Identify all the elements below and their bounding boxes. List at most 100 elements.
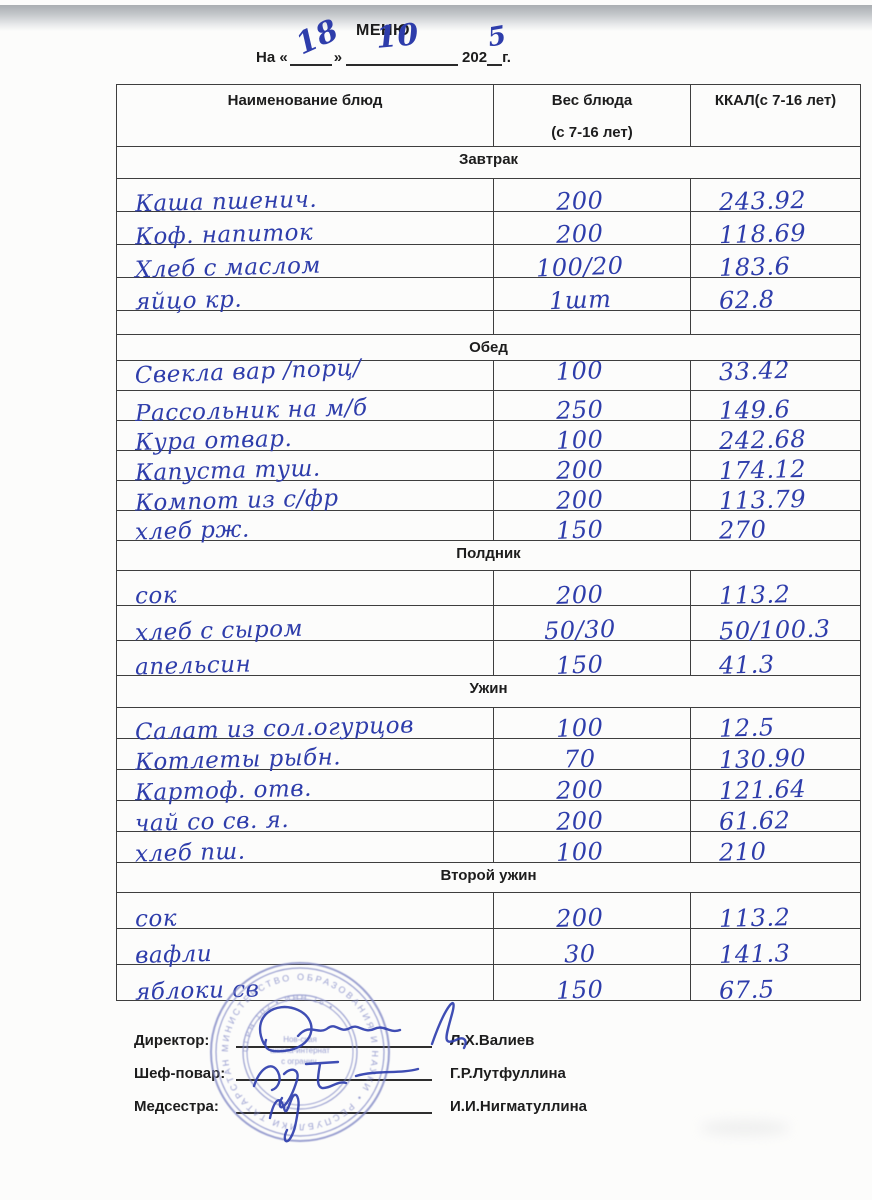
dish-kcal: 67.5 [718, 975, 775, 1005]
table-row: Кура отвар. 100 242.68 [116, 420, 861, 456]
dish-name: Котлеты рыбн. [134, 744, 342, 776]
table-row: яблоки св 150 67.5 [116, 964, 861, 1006]
signature-label: Директор: [134, 1032, 210, 1049]
dish-weight: 200 [555, 219, 605, 249]
table-row: Салат из сол.огурцов 100 12.5 [116, 707, 861, 746]
dish-kcal: 113.79 [718, 484, 807, 516]
dish-weight: 100/20 [535, 251, 625, 283]
dish-weight: 50/30 [543, 614, 617, 646]
dish-weight: 200 [555, 903, 605, 933]
dish-kcal: 113.2 [718, 903, 791, 933]
stamp-center-line: школа-интернат [270, 1046, 330, 1055]
signature-line-chef: Шеф-повар: Г.Р.Лутфуллина [134, 1065, 566, 1082]
date-month-underline: 10 [346, 17, 459, 66]
dish-kcal: 33.42 [718, 355, 791, 387]
dish-weight: 100 [555, 356, 604, 386]
stamp-and-signatures-overlay: МИНИСТЕРСТВО ОБРАЗОВАНИЯ И НАУКИ • РЕСПУ… [180, 952, 467, 1143]
dish-kcal: 183.6 [718, 252, 791, 282]
dish-name: хлеб с сыром [134, 615, 304, 647]
dish-name: яйцо кр. [134, 286, 243, 316]
scanner-shadow [0, 5, 872, 31]
dish-kcal: 121.64 [718, 774, 807, 806]
table-row: Хлеб с маслом 100/20 183.6 [116, 244, 861, 283]
official-stamp: МИНИСТЕРСТВО ОБРАЗОВАНИЯ И НАУКИ • РЕСПУ… [180, 952, 390, 1142]
dish-kcal: 113.2 [718, 580, 791, 610]
dish-kcal: 41.3 [718, 650, 775, 680]
dish-name: хлеб рж. [134, 516, 251, 546]
dish-kcal: 242.68 [718, 424, 807, 456]
dish-name: Свекла вар /порц/ [134, 355, 362, 389]
signature-rule [236, 1032, 432, 1048]
dish-name: Рассольник на м/б [134, 394, 368, 428]
dish-name: апельсин [134, 651, 252, 681]
table-row: Рассольник на м/б 250 149.6 [116, 390, 861, 427]
signature-label: Медсестра: [134, 1098, 219, 1115]
table-row: Картоф. отв. 200 121.64 [116, 769, 861, 806]
dish-kcal: 141.3 [718, 939, 791, 969]
table-row: Котлеты рыбн. 70 130.90 [116, 738, 861, 776]
section-header-breakfast: Завтрак [116, 146, 861, 179]
director-signature-scribble [258, 1002, 467, 1053]
dish-name: сок [134, 905, 178, 933]
dish-name: Кура отвар. [134, 425, 293, 457]
table-row: апельсин 150 41.3 [116, 640, 861, 681]
dish-weight: 150 [555, 650, 605, 680]
dish-name: Компот из с/фр [134, 485, 339, 517]
dish-weight: 70 [563, 744, 597, 774]
dish-kcal: 174.12 [718, 454, 807, 486]
table-row: хлеб с сыром 50/30 50/100.3 [116, 605, 861, 646]
section-header-dinner: Ужин [116, 675, 861, 708]
date-suffix: г. [502, 49, 511, 66]
dish-kcal: 130.90 [718, 743, 807, 775]
header-dish-name: Наименование блюд [116, 84, 494, 147]
table-row: хлеб рж. 150 270 [116, 510, 861, 545]
dish-weight: 200 [555, 485, 605, 515]
dish-name: Хлеб с маслом [134, 252, 322, 284]
dish-name: Каша пшенич. [134, 186, 318, 218]
signature-line-director: Директор: Л.Х.Валиев [134, 1032, 534, 1049]
dish-kcal: 270 [718, 515, 767, 545]
dish-weight: 200 [555, 186, 605, 216]
date-line: На « 18 » 10 202 5 г. [256, 13, 511, 66]
date-day-underline: 18 [289, 13, 344, 66]
signature-name: Г.Р.Лутфуллина [450, 1065, 566, 1082]
signature-rule [236, 1065, 432, 1081]
date-year-printed: 202 [462, 49, 488, 66]
dish-kcal: 62.8 [718, 285, 775, 315]
table-row: вафли 30 141.3 [116, 928, 861, 969]
date-prefix: На « [256, 49, 288, 66]
dish-weight: 1шт [548, 284, 612, 316]
dish-weight: 200 [555, 775, 605, 805]
signature-name: Л.Х.Валиев [450, 1032, 535, 1049]
table-header-row: Наименование блюд Вес блюда (с 7-16 лет)… [116, 84, 861, 147]
section-header-lunch: Обед [116, 334, 861, 361]
dish-name: чай со св. я. [134, 806, 290, 838]
table-row: хлеб пш. 100 210 [116, 831, 861, 867]
header-weight: Вес блюда (с 7-16 лет) [493, 84, 691, 147]
table-row: Каша пшенич. 200 243.92 [116, 178, 861, 217]
table-row: чай со св. я. 200 61.62 [116, 800, 861, 837]
stamp-center-line: с огранич. [281, 1057, 319, 1066]
dish-kcal: 149.6 [718, 395, 791, 425]
dish-name: Капуста туш. [134, 455, 322, 487]
dish-kcal: 61.62 [718, 806, 791, 836]
dish-kcal: 118.69 [718, 218, 807, 250]
dish-weight: 100 [555, 425, 605, 455]
table-row: Свекла вар /порц/ 100 33.42 [116, 355, 861, 391]
dish-kcal: 50/100.3 [718, 614, 831, 646]
dish-weight: 100 [555, 837, 605, 867]
table-row: яйцо кр. 1шт 62.8 [116, 277, 861, 316]
dish-weight: 150 [555, 975, 605, 1005]
dish-weight: 250 [555, 395, 605, 425]
handwritten-month: 10 [374, 17, 421, 56]
dish-weight: 200 [555, 806, 605, 836]
chef-signature-scribble [252, 1060, 420, 1109]
table-row: Капуста туш. 200 174.12 [116, 450, 861, 486]
dish-weight: 100 [555, 713, 605, 743]
dish-weight: 200 [555, 455, 605, 485]
section-header-snack: Полдник [116, 540, 861, 571]
date-year-underline: 5 [486, 21, 509, 66]
dish-name: Картоф. отв. [134, 775, 313, 807]
menu-table: Наименование блюд Вес блюда (с 7-16 лет)… [116, 84, 861, 1006]
